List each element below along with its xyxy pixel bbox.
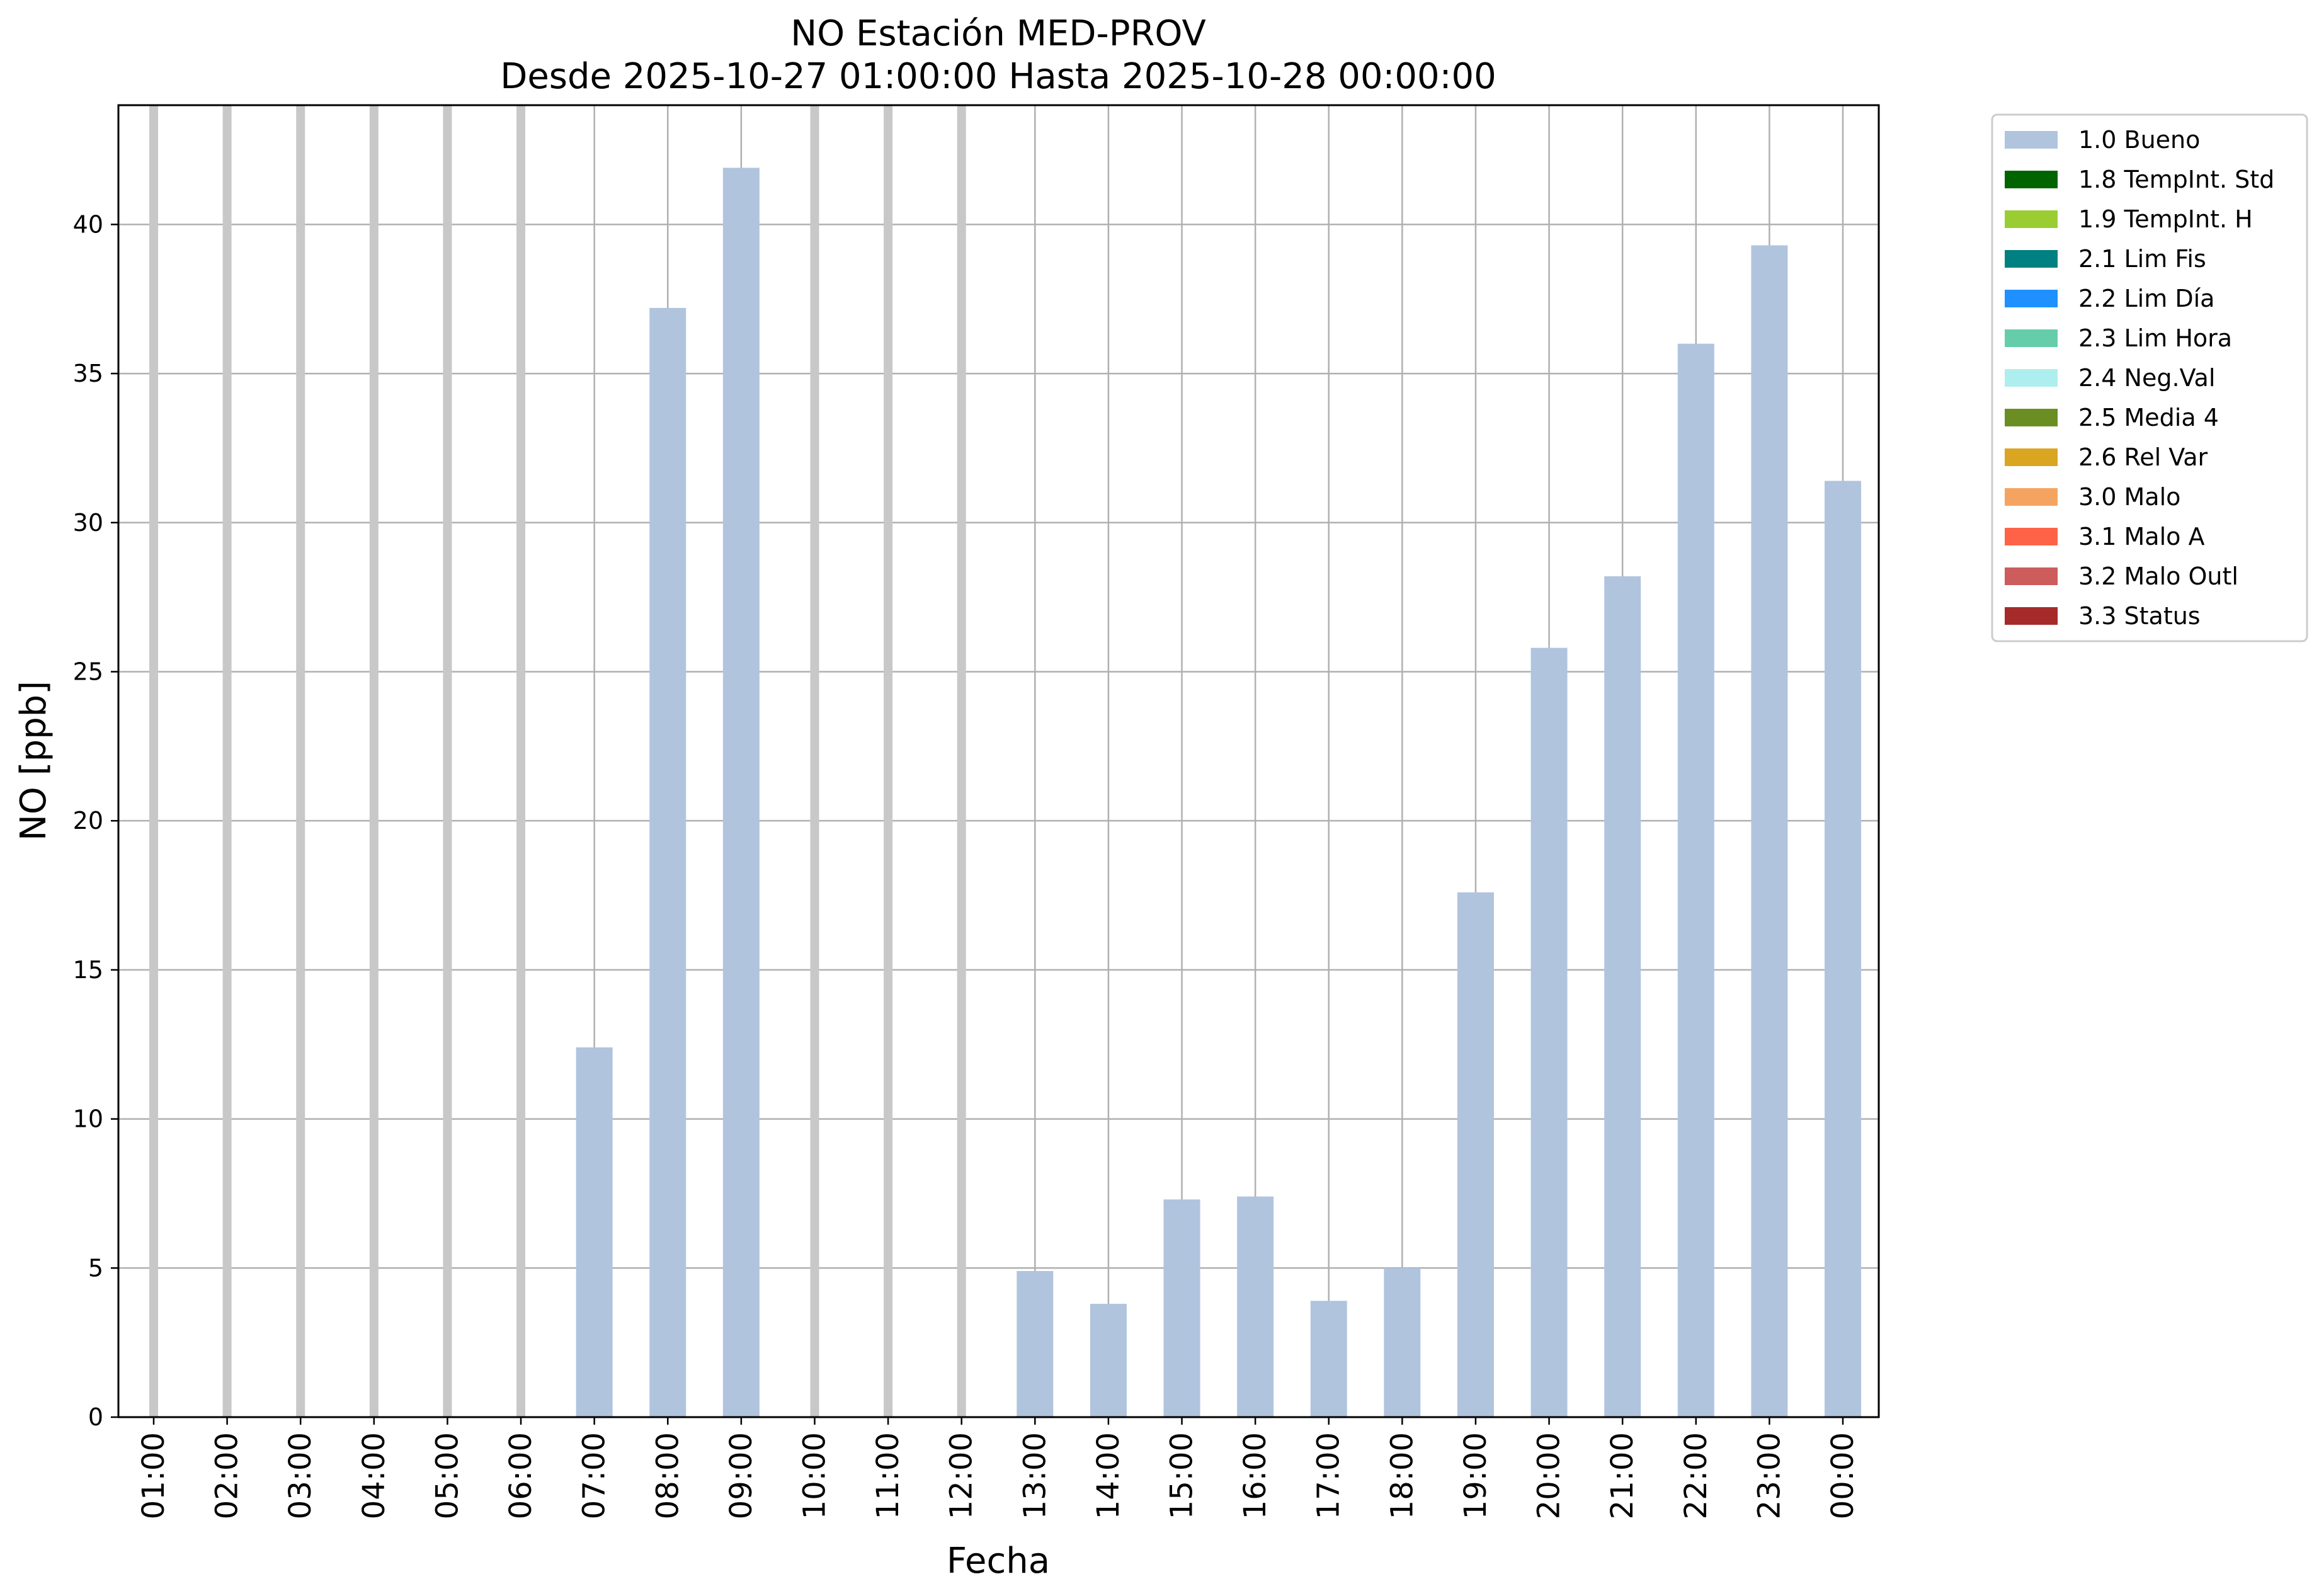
legend-label: 3.0 Malo xyxy=(2078,483,2180,511)
y-gridlines xyxy=(118,224,1879,1418)
legend-swatch xyxy=(2005,290,2058,307)
x-tick-label: 11:00 xyxy=(870,1432,906,1519)
y-axis-label: NO [ppb] xyxy=(13,681,54,841)
legend-swatch xyxy=(2005,131,2058,149)
legend-frame xyxy=(1991,113,2308,642)
x-tick-label: 13:00 xyxy=(1017,1432,1052,1519)
missing-data-marker xyxy=(149,105,158,1417)
legend-label: 2.5 Media 4 xyxy=(2078,404,2219,431)
x-tick-label: 21:00 xyxy=(1605,1432,1640,1519)
bar xyxy=(722,168,760,1418)
legend-swatch xyxy=(2005,171,2058,188)
x-tick-label: 12:00 xyxy=(944,1432,979,1519)
bar xyxy=(1677,343,1714,1417)
missing-data-marker xyxy=(957,105,966,1417)
missing-data-marker xyxy=(296,105,305,1417)
x-tick-label: 22:00 xyxy=(1678,1432,1714,1519)
y-tick-label: 10 xyxy=(73,1105,103,1133)
legend-swatch xyxy=(2005,607,2058,625)
legend-label: 1.8 TempInt. Std xyxy=(2078,166,2274,193)
legend-label: 2.1 Lim Fis xyxy=(2078,245,2206,273)
x-tick-label: 03:00 xyxy=(283,1432,318,1519)
bar xyxy=(1090,1304,1127,1417)
chart-subtitle: Desde 2025-10-27 01:00:00 Hasta 2025-10-… xyxy=(500,56,1496,97)
x-tick-label: 23:00 xyxy=(1752,1432,1787,1519)
bar xyxy=(1017,1271,1054,1417)
x-tick-label: 05:00 xyxy=(430,1432,465,1519)
x-tick-label: 17:00 xyxy=(1311,1432,1347,1519)
x-tick-label: 01:00 xyxy=(136,1432,171,1519)
bar xyxy=(1825,481,1861,1417)
legend-swatch xyxy=(2005,329,2058,347)
legend-swatch xyxy=(2005,567,2058,585)
bar xyxy=(1751,245,1788,1418)
x-tick-label: 02:00 xyxy=(210,1432,245,1519)
legend-label: 2.6 Rel Var xyxy=(2078,443,2208,471)
x-tick-label: 09:00 xyxy=(724,1432,759,1519)
bar xyxy=(1163,1199,1200,1417)
missing-data-marker xyxy=(884,105,893,1417)
bar xyxy=(576,1047,613,1417)
x-tick-label: 10:00 xyxy=(797,1432,832,1519)
x-tick-label: 18:00 xyxy=(1384,1432,1420,1519)
y-tick-label: 20 xyxy=(73,807,103,835)
legend-label: 3.3 Status xyxy=(2078,602,2201,630)
y-tick-label: 30 xyxy=(73,509,103,537)
y-tick-label: 0 xyxy=(88,1403,103,1431)
legend-swatch xyxy=(2005,448,2058,466)
x-tick-label: 00:00 xyxy=(1825,1432,1860,1519)
y-tick-label: 5 xyxy=(88,1254,103,1282)
legend-items: 1.0 Bueno 1.8 TempInt. Std 1.9 TempInt. H 2… xyxy=(2005,126,2274,630)
legend-swatch xyxy=(2005,250,2058,268)
missing-data-marker xyxy=(369,105,379,1417)
legend: 1.0 Bueno 1.8 TempInt. Std 1.9 TempInt. H 2… xyxy=(1991,113,2308,642)
legend-swatch xyxy=(2005,369,2058,387)
missing-data-marker xyxy=(443,105,452,1417)
bar xyxy=(649,307,687,1417)
missing-data-marker xyxy=(810,105,819,1417)
legend-swatch xyxy=(2005,528,2058,545)
y-axis-ticks: 0 5 10 15 20 25 30 35 40 xyxy=(73,210,118,1431)
legend-label: 2.3 Lim Hora xyxy=(2078,324,2232,352)
legend-label: 3.2 Malo Outl xyxy=(2078,562,2238,590)
bar xyxy=(1604,576,1641,1418)
y-tick-label: 40 xyxy=(73,210,103,238)
bar xyxy=(1457,892,1494,1417)
legend-swatch xyxy=(2005,409,2058,426)
missing-data-marker xyxy=(516,105,526,1417)
y-tick-label: 15 xyxy=(73,956,103,984)
bar xyxy=(1310,1301,1347,1417)
bar xyxy=(1530,647,1568,1417)
y-tick-label: 35 xyxy=(73,360,103,387)
x-tick-label: 06:00 xyxy=(503,1432,538,1519)
legend-label: 1.0 Bueno xyxy=(2078,126,2200,154)
bars xyxy=(576,168,1861,1418)
x-tick-label: 15:00 xyxy=(1165,1432,1200,1519)
x-tick-label: 19:00 xyxy=(1458,1432,1493,1519)
legend-label: 3.1 Malo A xyxy=(2078,523,2204,550)
x-tick-label: 07:00 xyxy=(577,1432,612,1519)
bar xyxy=(1384,1268,1421,1417)
x-axis-ticks: 01:00 02:00 03:00 04:00 05:00 06:00 07:00 08:00… xyxy=(136,1417,1860,1519)
legend-label: 2.2 Lim Día xyxy=(2078,285,2214,312)
missing-data-markers xyxy=(149,105,966,1417)
x-tick-label: 16:00 xyxy=(1238,1432,1273,1519)
legend-label: 1.9 TempInt. H xyxy=(2078,205,2253,233)
x-tick-label: 08:00 xyxy=(650,1432,685,1519)
missing-data-marker xyxy=(222,105,232,1417)
x-tick-label: 14:00 xyxy=(1091,1432,1126,1519)
chart-title: NO Estación MED-PROV xyxy=(790,13,1206,54)
x-tick-label: 20:00 xyxy=(1532,1432,1567,1519)
x-tick-label: 04:00 xyxy=(356,1432,392,1519)
plot-frame xyxy=(117,104,1880,1418)
legend-label: 2.4 Neg.Val xyxy=(2078,364,2215,392)
legend-swatch xyxy=(2005,210,2058,228)
bar xyxy=(1237,1196,1274,1417)
legend-swatch xyxy=(2005,488,2058,506)
y-tick-label: 25 xyxy=(73,658,103,685)
x-axis-label: Fecha xyxy=(947,1541,1050,1582)
